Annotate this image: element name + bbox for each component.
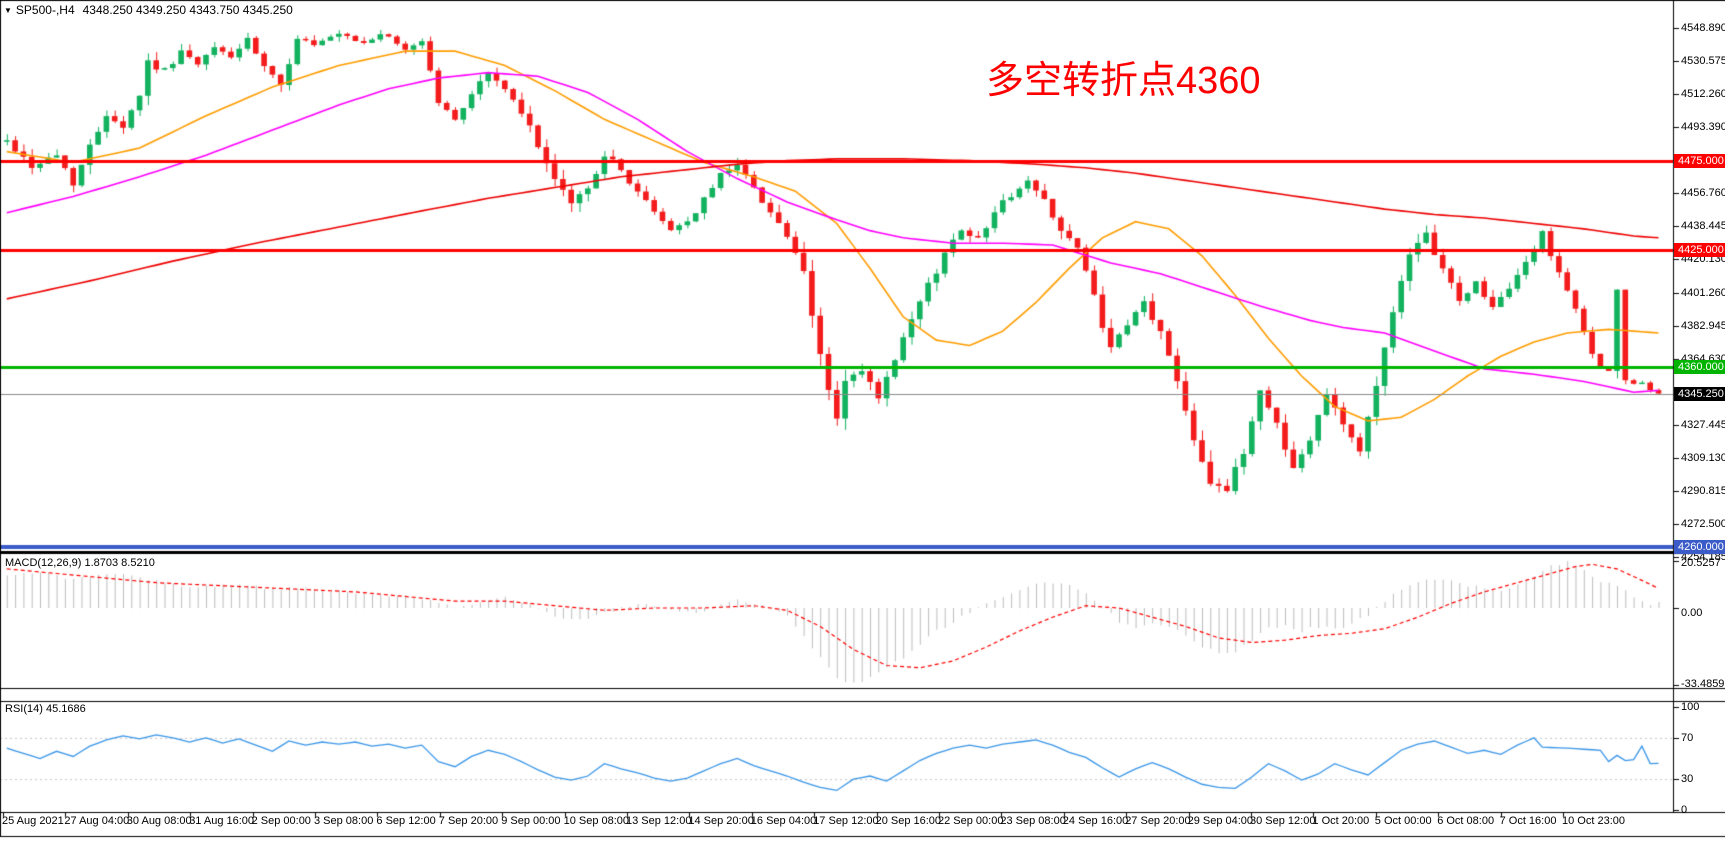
price-tick-label: 4493.390: [1681, 120, 1725, 133]
rsi-level-label: 100: [1681, 701, 1700, 713]
chart-annotation-text[interactable]: 多空转折点4360: [986, 60, 1261, 102]
date-label: 22 Sep 00:00: [938, 815, 1004, 827]
date-label: 30 Aug 08:00: [126, 815, 192, 827]
chart-title: ▼ SP500-,H4 4348.250 4349.250 4343.750 434…: [4, 3, 293, 17]
date-label: 3 Sep 08:00: [314, 815, 374, 827]
date-label: 14 Sep 20:00: [688, 815, 754, 827]
date-label: 10 Sep 08:00: [563, 815, 630, 827]
price-tick-label: 4548.890: [1681, 22, 1725, 34]
macd-zero-label: 0.00: [1681, 607, 1703, 619]
date-label: 7 Sep 20:00: [438, 815, 499, 827]
price-level-badge: 4360.000: [1674, 360, 1725, 375]
price-tick-label: 4272.500: [1681, 518, 1725, 531]
date-label: 5 Oct 00:00: [1374, 815, 1432, 827]
price-tick-label: 4512.260: [1681, 87, 1725, 100]
macd-max-label: 20.5257: [1681, 556, 1721, 569]
date-label: 29 Sep 04:00: [1187, 815, 1254, 827]
date-label: 27 Sep 20:00: [1125, 815, 1191, 827]
price-tick-label: 4401.260: [1681, 286, 1725, 299]
date-label: 27 Aug 04:00: [64, 815, 130, 827]
price-tick-label: 4456.760: [1681, 187, 1725, 200]
price-tick-label: 4438.445: [1681, 220, 1725, 233]
rsi-level-label: 0: [1681, 804, 1688, 816]
date-label: 31 Aug 16:00: [189, 815, 255, 827]
date-label: 6 Sep 12:00: [376, 815, 436, 827]
rsi-level-label: 70: [1681, 731, 1694, 744]
price-level-badge: 4475.000: [1674, 153, 1725, 168]
date-label: 17 Sep 12:00: [813, 815, 879, 827]
date-label: 7 Oct 16:00: [1499, 815, 1557, 827]
date-label: 23 Sep 08:00: [1000, 815, 1066, 827]
date-label: 13 Sep 12:00: [626, 815, 692, 827]
rsi-indicator-label: RSI(14) 45.1686: [5, 703, 86, 715]
symbol-period-label: SP500-,H4: [15, 3, 75, 17]
price-level-badge: 4425.000: [1674, 243, 1725, 258]
price-tick-label: 4327.445: [1681, 419, 1725, 432]
price-tick-label: 4382.945: [1681, 319, 1725, 332]
price-tick-label: 4254.185: [1681, 550, 1725, 563]
date-label: 9 Sep 00:00: [501, 815, 561, 827]
price-tick-label: 4530.575: [1681, 54, 1725, 67]
macd-min-label: -33.4859: [1681, 678, 1725, 691]
date-label: 6 Oct 08:00: [1437, 815, 1495, 827]
price-tick-label: 4290.815: [1681, 485, 1725, 498]
macd-indicator-label: MACD(12,26,9) 1.8703 8.5210: [5, 557, 155, 569]
date-label: 25 Aug 2021: [2, 815, 64, 827]
ohlc-values: 4348.250 4349.250 4343.750 4345.250: [82, 3, 293, 17]
date-label: 10 Oct 23:00: [1562, 815, 1625, 827]
date-label: 24 Sep 16:00: [1062, 815, 1129, 827]
price-tick-label: 4309.130: [1681, 452, 1725, 465]
date-label: 2 Sep 00:00: [251, 815, 311, 827]
date-label: 16 Sep 04:00: [750, 815, 817, 827]
symbol-dropdown-icon[interactable]: ▼: [4, 6, 12, 15]
date-label: 20 Sep 16:00: [875, 815, 942, 827]
price-level-badge: 4260.000: [1674, 539, 1725, 554]
date-label: 30 Sep 12:00: [1250, 815, 1316, 827]
price-level-badge: 4345.250: [1674, 386, 1725, 401]
rsi-level-label: 30: [1681, 773, 1694, 786]
date-label: 1 Oct 20:00: [1312, 815, 1370, 827]
